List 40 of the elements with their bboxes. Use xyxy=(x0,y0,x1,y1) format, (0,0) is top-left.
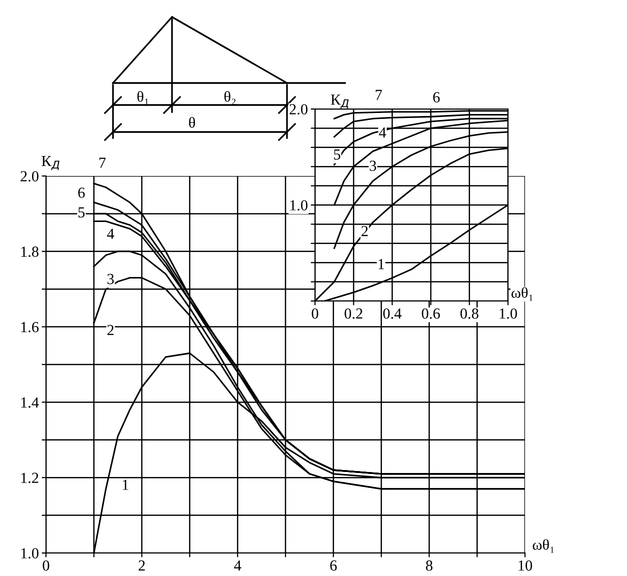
annotation: 2 xyxy=(362,226,368,236)
x-tick-label: 0.2 xyxy=(344,308,362,319)
x-axis-title: ωθ₁ xyxy=(511,287,533,301)
y-tick-label: 2.0 xyxy=(20,171,38,182)
y-axis-title: К$_{Д}$ xyxy=(42,156,60,170)
annotation: 1 xyxy=(122,480,128,490)
x-tick-label: 1.0 xyxy=(500,308,517,319)
y-tick-label: 1.8 xyxy=(21,246,38,257)
annotation: 3 xyxy=(107,274,114,284)
annotation: 1 xyxy=(378,259,384,270)
text: 6 xyxy=(433,92,440,102)
x-tick-label: 0.6 xyxy=(422,308,440,319)
annotation: 4 xyxy=(378,127,386,138)
x-tick-label: 0.8 xyxy=(460,308,478,319)
x-tick-label: 2 xyxy=(138,560,145,571)
text: 7 xyxy=(99,158,106,168)
x-tick-label: 10 xyxy=(518,560,532,571)
text: 7 xyxy=(376,90,382,100)
x-tick-label: 6 xyxy=(330,560,337,571)
x-tick-label: 0 xyxy=(42,560,50,571)
annotation: 5 xyxy=(78,207,85,218)
text: θ₁ xyxy=(137,90,148,105)
y-tick-label: 1.6 xyxy=(21,322,39,332)
x-tick-label: 0.4 xyxy=(383,308,402,319)
x-axis-title: ωθ₁ xyxy=(532,539,554,553)
annotation: 5 xyxy=(334,150,340,160)
text: θ₂ xyxy=(224,90,236,105)
y-axis-title: К$_{Д}$ xyxy=(330,94,349,109)
y-tick-label: 1.4 xyxy=(21,397,39,408)
y-tick-label: 1.2 xyxy=(21,472,38,484)
x-tick-label: 8 xyxy=(426,560,432,571)
annotation: 4 xyxy=(107,228,114,239)
y-tick-label: 2.0 xyxy=(290,104,308,115)
annotation: 6 xyxy=(78,188,85,198)
y-tick-label: 1.0 xyxy=(21,548,38,559)
annotation: 2 xyxy=(107,324,114,336)
x-tick-label: 0 xyxy=(312,308,318,319)
annotation: 3 xyxy=(370,160,376,171)
text: θ xyxy=(189,116,196,128)
x-tick-label: 4 xyxy=(234,560,242,571)
